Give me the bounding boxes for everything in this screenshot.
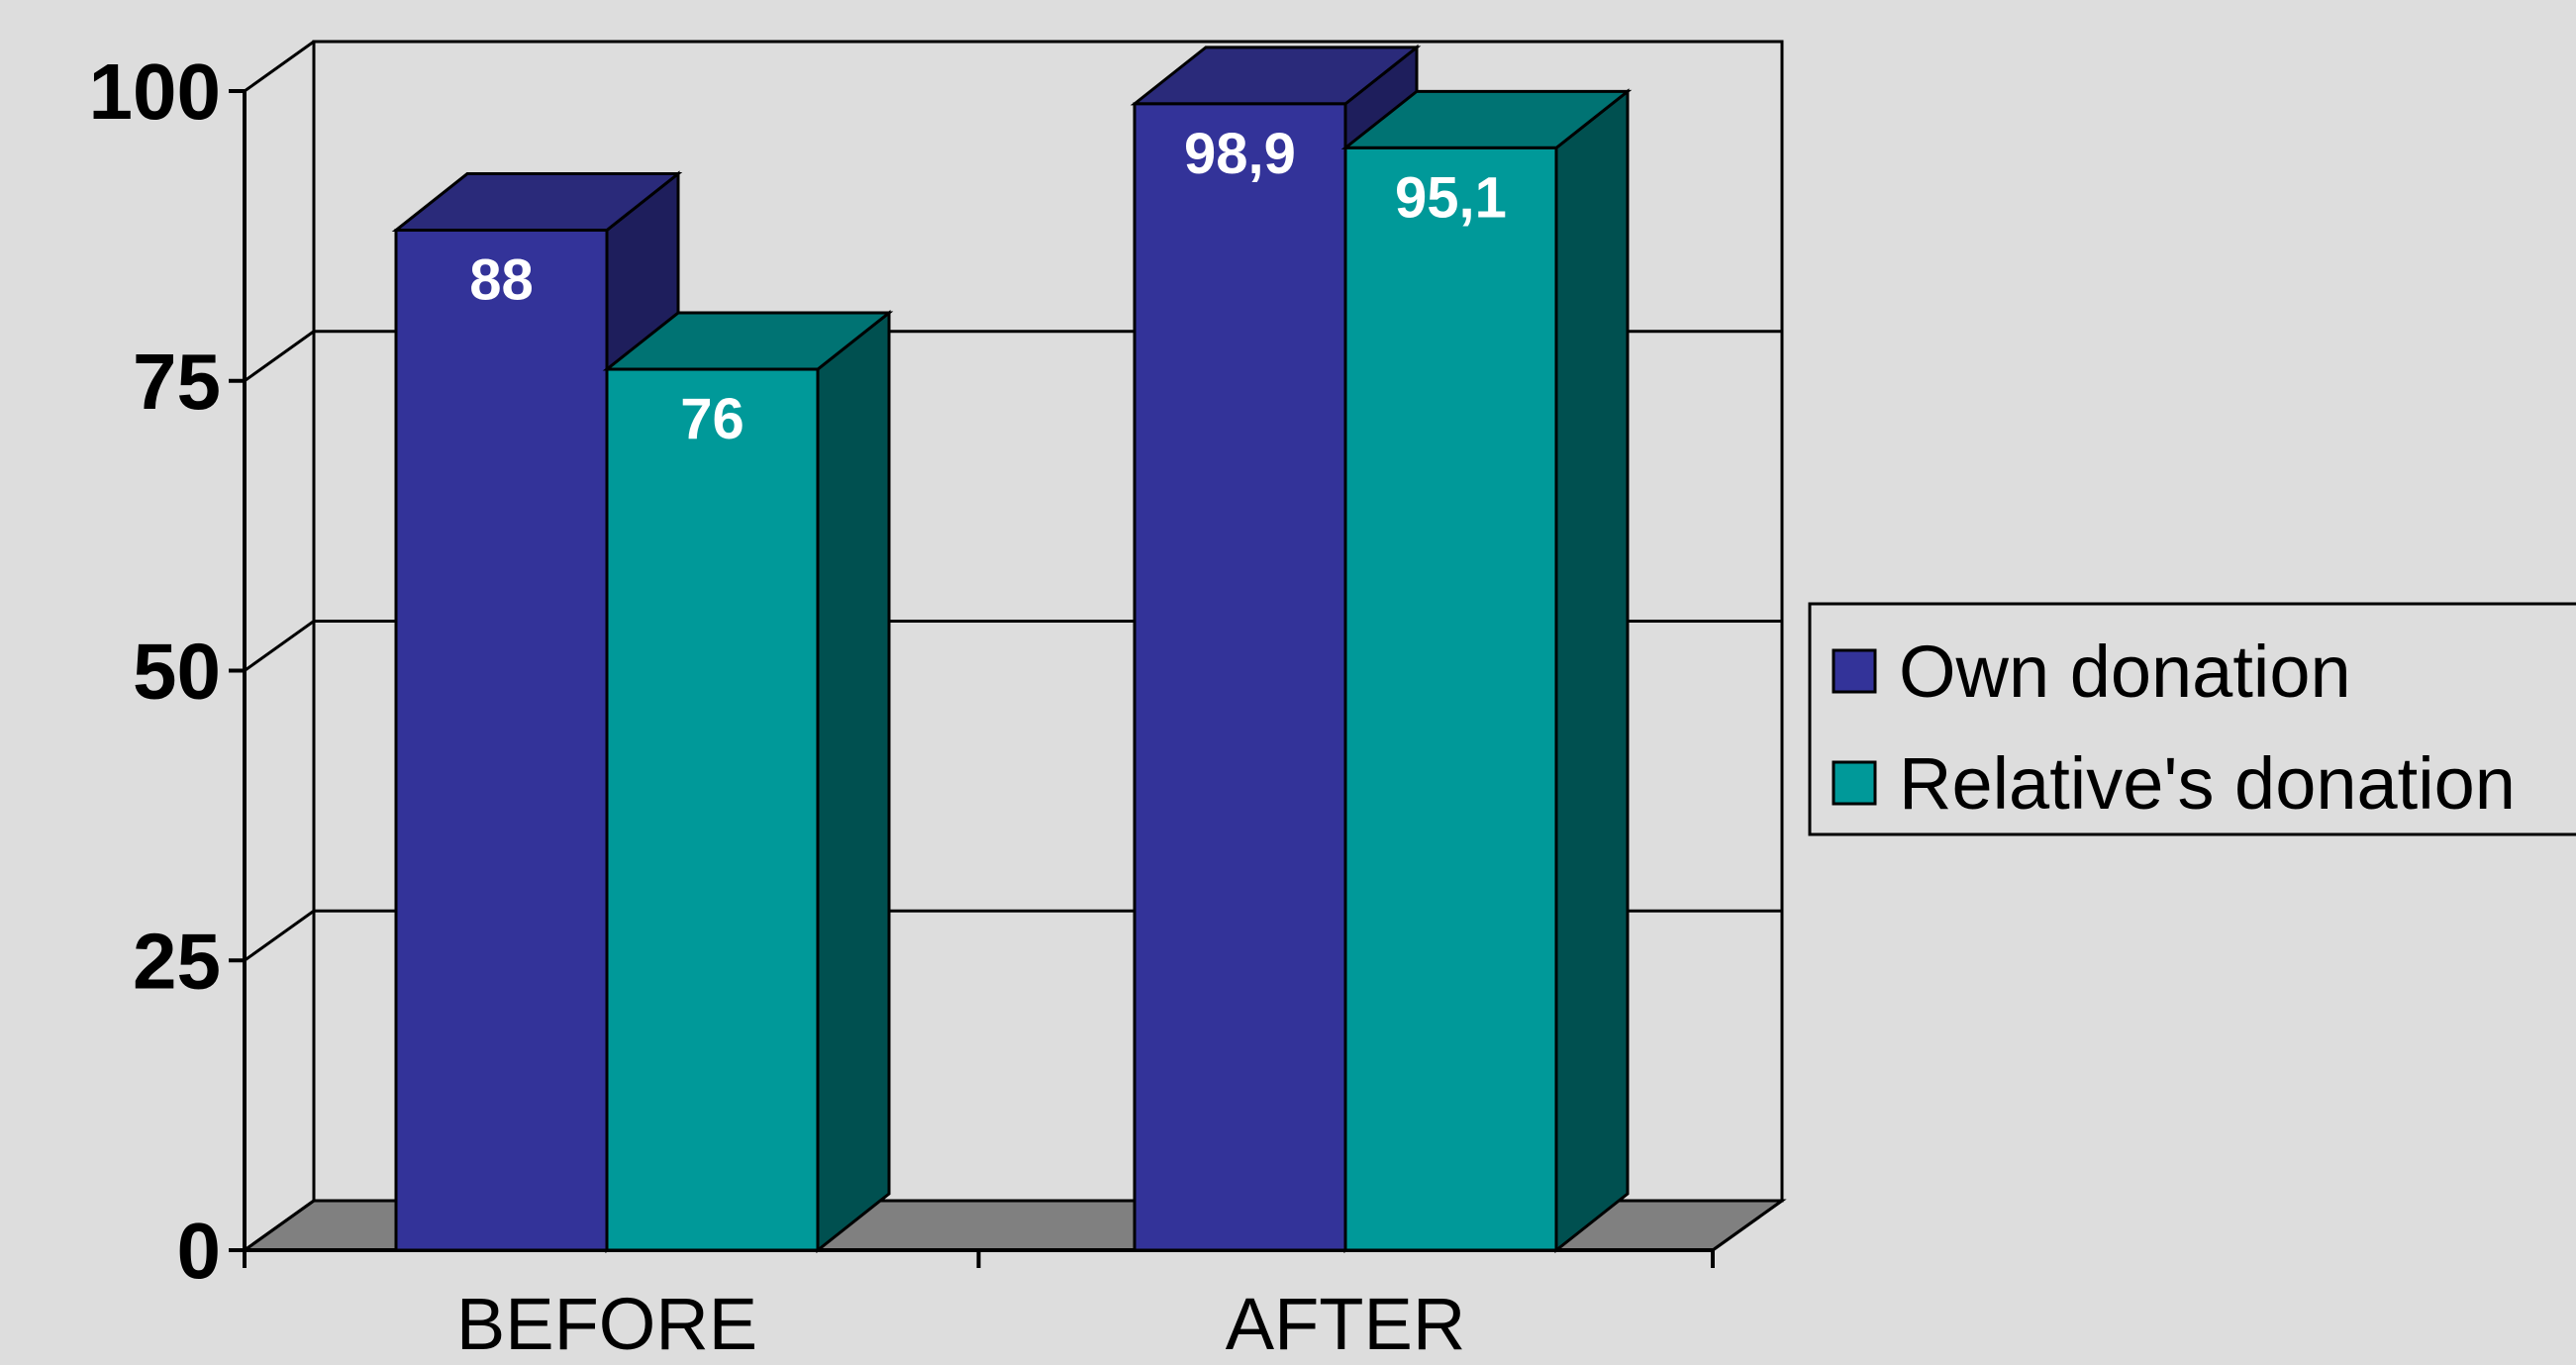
y-tick-label: 75 (133, 338, 221, 426)
bar-front-face (1343, 146, 1558, 1252)
data-label: 88 (469, 248, 534, 313)
legend-item: Relative's donation (1832, 742, 2516, 825)
legend-label: Own donation (1899, 631, 2351, 713)
bar-front-face (605, 367, 820, 1252)
y-tick-label: 25 (133, 917, 221, 1005)
y-tick-label: 100 (89, 48, 221, 136)
legend-swatch (1832, 648, 1877, 694)
bar-before-series-2 (602, 309, 894, 1254)
bar-side-face (1554, 88, 1630, 1254)
side-gridline-0 (244, 1199, 315, 1252)
data-label: 98,9 (1184, 122, 1296, 186)
bar-front-face (394, 229, 609, 1252)
x-tick-label: BEFORE (456, 1283, 757, 1365)
x-tick-label: AFTER (1226, 1283, 1466, 1365)
side-gridline-50 (244, 620, 315, 672)
legend-swatch (1832, 760, 1877, 806)
bar-front-face (1133, 102, 1347, 1252)
y-tick-label: 50 (133, 628, 221, 716)
y-tick-label: 0 (177, 1207, 222, 1295)
data-label: 76 (680, 387, 744, 451)
side-gridline-25 (244, 910, 315, 962)
side-gridline-75 (244, 330, 315, 382)
floor-right-edge (1712, 1199, 1783, 1252)
legend-box (1808, 602, 2576, 836)
side-gridline-100 (244, 40, 315, 93)
data-label: 95,1 (1395, 165, 1507, 230)
legend-label: Relative's donation (1899, 742, 2516, 825)
bar-side-face (816, 309, 891, 1254)
legend-item: Own donation (1832, 631, 2351, 713)
bar-after-series-2 (1340, 88, 1633, 1254)
